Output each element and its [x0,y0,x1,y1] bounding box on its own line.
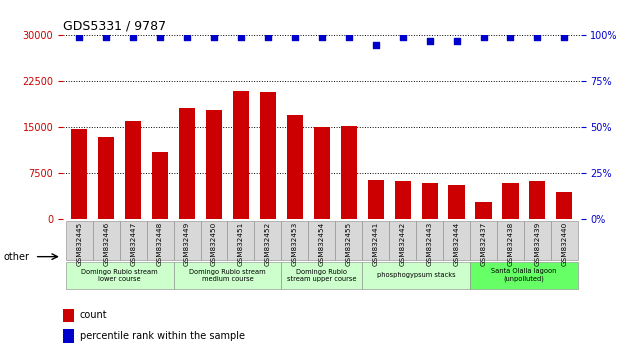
FancyBboxPatch shape [335,221,362,260]
Bar [368,179,384,219]
Point [317,34,327,40]
Text: GSM832441: GSM832441 [373,221,379,266]
Text: Domingo Rubio stream
lower course: Domingo Rubio stream lower course [81,269,158,281]
Point [533,34,543,40]
FancyBboxPatch shape [362,262,470,289]
Bar [314,127,330,219]
Text: Santa Olalla lagoon
(unpolluted): Santa Olalla lagoon (unpolluted) [492,268,557,282]
Text: GSM832451: GSM832451 [238,221,244,266]
Text: other: other [3,252,29,262]
Text: GSM832439: GSM832439 [534,221,540,266]
Point [370,42,380,47]
Bar [502,183,519,219]
Bar [63,329,74,343]
Point [290,34,300,40]
Bar [98,137,114,219]
Text: GSM832438: GSM832438 [507,221,514,266]
FancyBboxPatch shape [201,221,228,260]
Bar [422,183,438,219]
FancyBboxPatch shape [281,262,362,289]
Bar [260,92,276,219]
Bar [449,184,464,219]
Text: GSM832444: GSM832444 [454,221,459,266]
Point [209,34,219,40]
Bar [63,309,74,322]
FancyBboxPatch shape [120,221,146,260]
FancyBboxPatch shape [254,221,281,260]
Text: GSM832454: GSM832454 [319,221,325,266]
FancyBboxPatch shape [497,221,524,260]
Point [559,34,569,40]
Point [182,34,192,40]
Text: GSM832437: GSM832437 [480,221,487,266]
FancyBboxPatch shape [309,221,335,260]
Text: percentile rank within the sample: percentile rank within the sample [80,331,245,341]
Text: phosphogypsum stacks: phosphogypsum stacks [377,272,456,278]
FancyBboxPatch shape [93,221,120,260]
FancyBboxPatch shape [174,262,281,289]
FancyBboxPatch shape [470,262,578,289]
Bar [286,115,303,219]
Point [155,34,165,40]
FancyBboxPatch shape [389,221,416,260]
Point [344,34,354,40]
Bar [71,129,87,219]
Point [452,38,462,44]
FancyBboxPatch shape [551,221,578,260]
FancyBboxPatch shape [146,221,174,260]
Text: GSM832450: GSM832450 [211,221,217,266]
FancyBboxPatch shape [66,221,93,260]
Point [263,34,273,40]
Bar [125,121,141,219]
Point [74,34,85,40]
Point [478,34,488,40]
FancyBboxPatch shape [362,221,389,260]
Text: GSM832452: GSM832452 [265,221,271,266]
FancyBboxPatch shape [443,221,470,260]
Bar [179,108,195,219]
FancyBboxPatch shape [281,221,309,260]
Text: GSM832440: GSM832440 [562,221,567,266]
Point [398,34,408,40]
Point [236,34,246,40]
Point [505,34,516,40]
Point [128,34,138,40]
Text: GSM832453: GSM832453 [292,221,298,266]
Text: GSM832449: GSM832449 [184,221,190,266]
Text: GSM832446: GSM832446 [103,221,109,266]
Text: Domingo Rubio stream
medium course: Domingo Rubio stream medium course [189,269,266,281]
FancyBboxPatch shape [66,262,174,289]
FancyBboxPatch shape [174,221,201,260]
Text: GSM832442: GSM832442 [399,221,406,266]
Text: GSM832443: GSM832443 [427,221,433,266]
Bar [529,182,545,219]
Bar [233,91,249,219]
Text: count: count [80,310,107,320]
Text: GSM832445: GSM832445 [76,221,82,266]
Bar [152,152,168,219]
FancyBboxPatch shape [228,221,254,260]
Text: GSM832455: GSM832455 [346,221,351,266]
Text: GSM832448: GSM832448 [157,221,163,266]
Bar [394,182,411,219]
FancyBboxPatch shape [416,221,443,260]
Bar [206,110,222,219]
Bar [341,126,357,219]
Point [101,34,111,40]
Text: GDS5331 / 9787: GDS5331 / 9787 [63,20,166,33]
Text: Domingo Rubio
stream upper course: Domingo Rubio stream upper course [287,269,357,281]
Bar [557,192,572,219]
FancyBboxPatch shape [470,221,497,260]
FancyBboxPatch shape [524,221,551,260]
Bar [475,202,492,219]
Point [425,38,435,44]
Text: GSM832447: GSM832447 [130,221,136,266]
